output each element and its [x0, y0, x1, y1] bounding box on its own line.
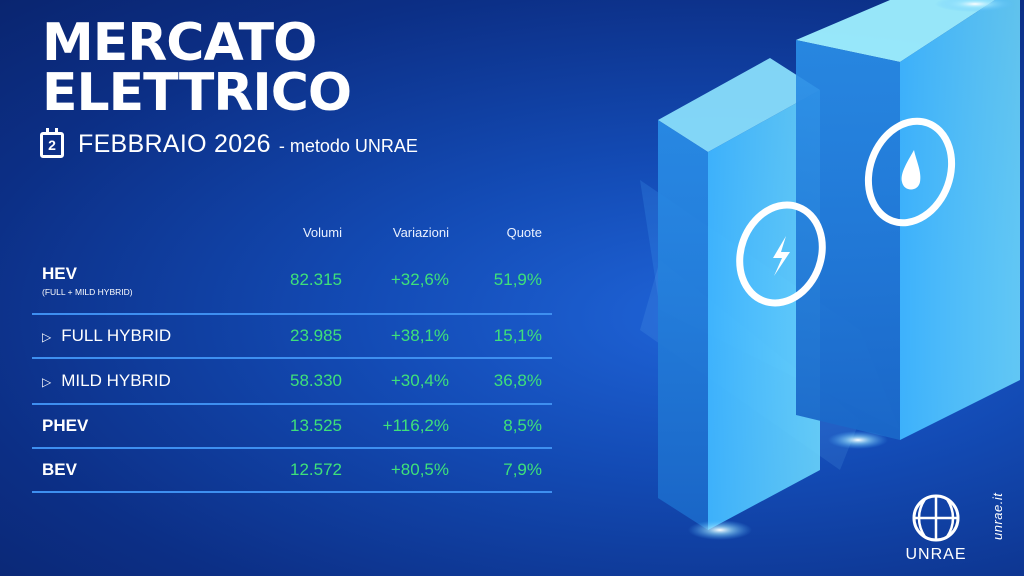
subtitle-month: FEBBRAIO 2026	[78, 130, 271, 158]
table-row: PHEV 13.525 +116,2% 8,5%	[32, 405, 552, 449]
triangle-right-icon: ▷	[42, 330, 52, 344]
table-row: BEV 12.572 +80,5% 7,9%	[32, 449, 552, 493]
table-header: Volumi Variazioni Quote	[32, 225, 552, 247]
row-volumi: 82.315	[290, 270, 342, 289]
row-variazioni: +80,5%	[390, 460, 449, 479]
triangle-right-icon: ▷	[42, 375, 52, 389]
row-sublabel: (FULL + MILD HYBRID)	[42, 286, 133, 297]
lightning-icon	[736, 201, 826, 307]
row-label: BEV	[42, 460, 77, 479]
row-label: MILD HYBRID	[61, 371, 171, 390]
market-table: Volumi Variazioni Quote HEV (FULL + MILD…	[32, 225, 552, 493]
row-quote: 8,5%	[503, 416, 542, 435]
row-label: HEV	[42, 263, 77, 283]
row-volumi: 58.330	[290, 371, 342, 390]
row-variazioni: +30,4%	[390, 371, 449, 390]
row-volumi: 12.572	[290, 460, 342, 479]
row-label: FULL HYBRID	[61, 326, 172, 345]
row-variazioni: +38,1%	[390, 326, 449, 345]
right-pillar-top	[796, 0, 995, 62]
row-quote: 51,9%	[493, 270, 542, 289]
header-volumi: Volumi	[302, 225, 342, 240]
left-pillar-side	[708, 90, 820, 530]
left-pillar-top	[658, 58, 820, 152]
logo-text: UNRAE	[905, 546, 967, 563]
right-pillar-side	[900, 0, 1020, 440]
water-drop-icon	[864, 117, 956, 227]
row-label: PHEV	[42, 416, 89, 435]
page-title: MERCATO ELETTRICO	[42, 13, 352, 123]
left-pillar-front	[658, 120, 708, 530]
header-variazioni: Variazioni	[392, 225, 449, 240]
table-row: ▷ FULL HYBRID 23.985 +38,1% 15,1%	[32, 315, 552, 359]
row-quote: 15,1%	[493, 326, 542, 345]
row-quote: 36,8%	[493, 371, 542, 390]
pillars-illustration	[640, 0, 1020, 540]
header-quote: Quote	[506, 225, 542, 240]
row-volumi: 13.525	[290, 416, 342, 435]
calendar-icon: 2	[40, 127, 64, 158]
row-variazioni: +32,6%	[390, 270, 449, 289]
unrae-logo: UNRAE	[898, 493, 974, 564]
row-volumi: 23.985	[290, 326, 342, 345]
subtitle: 2 FEBBRAIO 2026 - metodo UNRAE	[40, 127, 418, 159]
table-row: ▷ MILD HYBRID 58.330 +30,4% 36,8%	[32, 359, 552, 405]
globe-icon	[912, 494, 960, 542]
right-pillar-front	[796, 40, 900, 440]
table-row: HEV (FULL + MILD HYBRID) 82.315 +32,6% 5…	[32, 247, 552, 315]
website-url: unrae.it	[990, 492, 1005, 540]
row-quote: 7,9%	[503, 460, 542, 479]
row-variazioni: +116,2%	[382, 416, 449, 435]
subtitle-method: - metodo UNRAE	[278, 136, 418, 156]
